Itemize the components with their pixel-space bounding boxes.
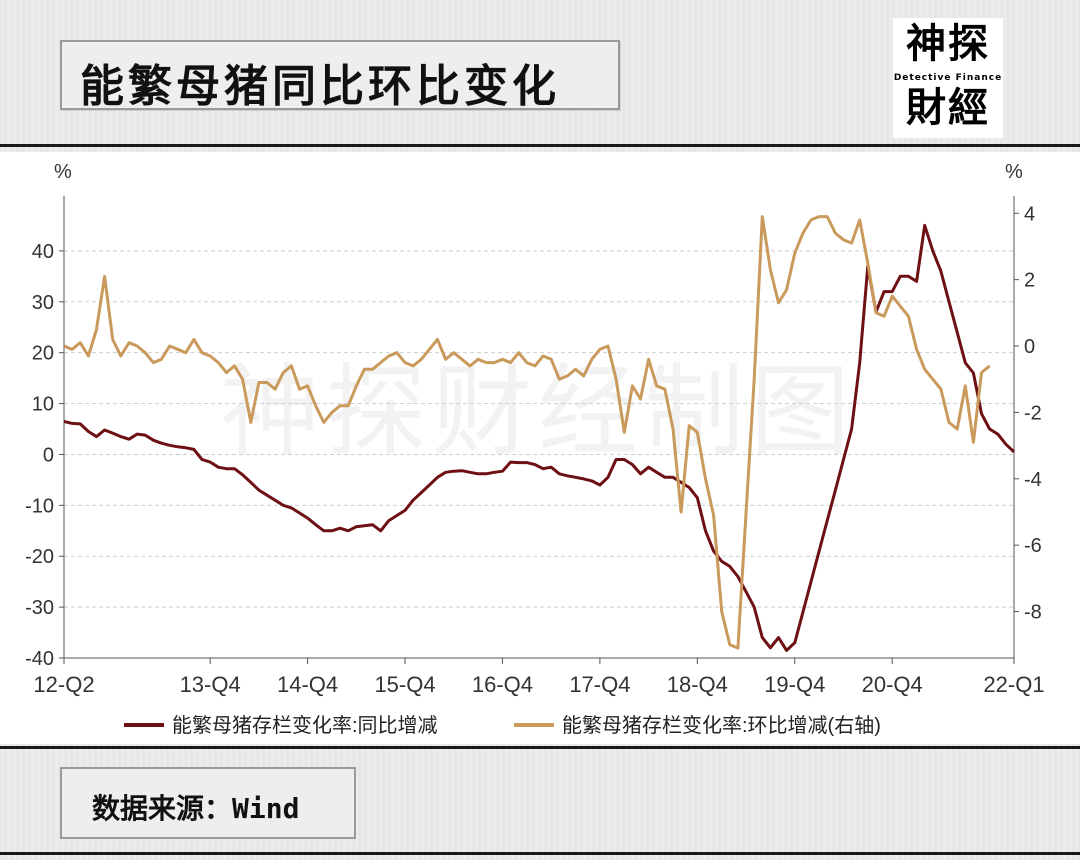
legend-label-yoy: 能繁母猪存栏变化率:同比增减: [172, 714, 438, 737]
legend-label-mom: 能繁母猪存栏变化率:环比增减(右轴): [562, 714, 881, 737]
y-left-tick-label: 40: [32, 241, 54, 263]
y-right-unit: %: [1005, 161, 1023, 183]
divider-bottom: [0, 852, 1080, 855]
x-tick-label: 17-Q4: [569, 672, 630, 697]
y-right-tick-label: 2: [1024, 270, 1035, 292]
x-tick-label: 15-Q4: [374, 672, 435, 697]
x-tick-label: 13-Q4: [180, 672, 241, 697]
y-left-tick-label: 0: [43, 444, 54, 466]
x-tick-label: 16-Q4: [472, 672, 533, 697]
brand-logo: 神探 Detective Finance 財經: [893, 18, 1003, 138]
logo-line-1: 神探: [906, 20, 990, 67]
x-tick-label: 22-Q1: [983, 672, 1044, 697]
x-tick-label: 20-Q4: [862, 672, 923, 697]
y-left-unit: %: [54, 161, 72, 183]
y-left-tick-label: -30: [25, 597, 54, 619]
y-left-tick-label: -10: [25, 495, 54, 517]
source-box: 数据来源：Wind: [60, 767, 356, 839]
y-right-tick-label: 0: [1024, 336, 1035, 358]
y-right-tick-label: -2: [1024, 402, 1042, 424]
x-tick-label: 14-Q4: [277, 672, 338, 697]
title-box: 能繁母猪同比环比变化: [60, 40, 620, 112]
divider-middle: [0, 746, 1080, 749]
y-left-tick-label: -40: [25, 648, 54, 670]
logo-line-3: 財經: [906, 84, 990, 131]
y-right-tick-label: -4: [1024, 469, 1042, 491]
y-right-tick-label: 4: [1024, 203, 1035, 225]
source-text: 数据来源：Wind: [92, 792, 300, 825]
divider-top: [0, 144, 1080, 147]
x-tick-label: 12-Q2: [33, 672, 94, 697]
chart-title: 能繁母猪同比环比变化: [80, 61, 560, 112]
x-tick-label: 18-Q4: [667, 672, 728, 697]
series-line-yoy: [63, 223, 1016, 652]
x-tick-label: 19-Q4: [764, 672, 825, 697]
logo-line-2: Detective Finance: [893, 73, 1003, 83]
series-line-mom: [63, 215, 991, 650]
y-left-tick-label: -20: [25, 546, 54, 568]
y-left-tick-label: 10: [32, 394, 54, 416]
y-right-tick-label: -8: [1024, 602, 1042, 624]
y-left-tick-label: 30: [32, 292, 54, 314]
y-left-tick-label: 20: [32, 343, 54, 365]
y-right-tick-label: -6: [1024, 535, 1042, 557]
